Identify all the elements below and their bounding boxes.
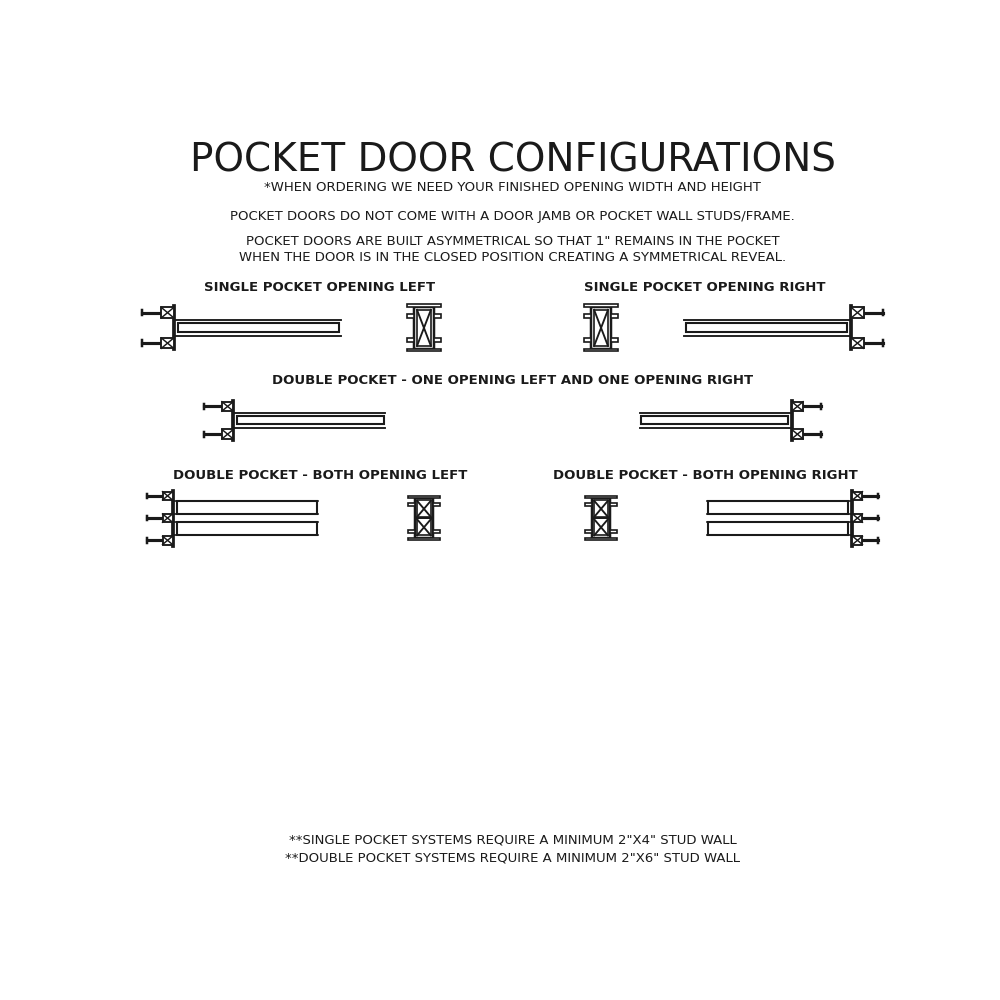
Bar: [161, 307, 174, 318]
Bar: [792, 402, 803, 411]
Bar: [641, 416, 788, 424]
Bar: [222, 429, 233, 439]
Bar: [407, 338, 414, 342]
Bar: [686, 323, 847, 332]
Bar: [408, 530, 415, 533]
Bar: [708, 522, 848, 535]
Text: **SINGLE POCKET SYSTEMS REQUIRE A MINIMUM 2"X4" STUD WALL: **SINGLE POCKET SYSTEMS REQUIRE A MINIMU…: [289, 833, 736, 846]
Bar: [708, 501, 848, 514]
Bar: [237, 416, 384, 424]
Bar: [408, 503, 415, 506]
Bar: [407, 304, 441, 307]
Text: POCKET DOOR CONFIGURATIONS: POCKET DOOR CONFIGURATIONS: [190, 141, 835, 179]
Bar: [434, 338, 441, 342]
Bar: [610, 503, 617, 506]
Bar: [591, 307, 611, 349]
Text: **DOUBLE POCKET SYSTEMS REQUIRE A MINIMUM 2"X6" STUD WALL: **DOUBLE POCKET SYSTEMS REQUIRE A MINIMU…: [285, 851, 740, 864]
Bar: [417, 310, 431, 346]
Bar: [851, 338, 864, 348]
Bar: [161, 338, 174, 348]
Bar: [584, 338, 591, 342]
Bar: [611, 338, 618, 342]
Bar: [163, 514, 173, 522]
Bar: [585, 503, 592, 506]
Bar: [163, 492, 173, 500]
Text: POCKET DOORS ARE BUILT ASYMMETRICAL SO THAT 1" REMAINS IN THE POCKET: POCKET DOORS ARE BUILT ASYMMETRICAL SO T…: [246, 235, 779, 248]
Bar: [177, 522, 317, 535]
Bar: [611, 314, 618, 318]
Bar: [177, 501, 317, 514]
Bar: [594, 500, 608, 517]
Bar: [594, 518, 608, 535]
Bar: [178, 323, 339, 332]
Bar: [222, 402, 233, 411]
Bar: [792, 429, 803, 439]
Bar: [852, 536, 862, 545]
Bar: [415, 498, 433, 538]
Bar: [584, 349, 618, 351]
Bar: [417, 500, 431, 517]
Bar: [433, 530, 440, 533]
Text: DOUBLE POCKET - BOTH OPENING RIGHT: DOUBLE POCKET - BOTH OPENING RIGHT: [553, 469, 857, 482]
Bar: [407, 314, 414, 318]
Bar: [433, 503, 440, 506]
Bar: [434, 314, 441, 318]
Bar: [851, 307, 864, 318]
Bar: [585, 530, 592, 533]
Text: WHEN THE DOOR IS IN THE CLOSED POSITION CREATING A SYMMETRICAL REVEAL.: WHEN THE DOOR IS IN THE CLOSED POSITION …: [239, 251, 786, 264]
Bar: [584, 314, 591, 318]
Bar: [414, 307, 434, 349]
Bar: [592, 498, 610, 538]
Bar: [407, 349, 441, 351]
Text: SINGLE POCKET OPENING LEFT: SINGLE POCKET OPENING LEFT: [204, 281, 436, 294]
Bar: [163, 536, 173, 545]
Bar: [610, 530, 617, 533]
Bar: [417, 518, 431, 535]
Bar: [585, 538, 617, 540]
Text: POCKET DOORS DO NOT COME WITH A DOOR JAMB OR POCKET WALL STUDS/FRAME.: POCKET DOORS DO NOT COME WITH A DOOR JAM…: [230, 210, 795, 223]
Bar: [852, 514, 862, 522]
Bar: [594, 310, 608, 346]
Bar: [408, 538, 440, 540]
Text: *WHEN ORDERING WE NEED YOUR FINISHED OPENING WIDTH AND HEIGHT: *WHEN ORDERING WE NEED YOUR FINISHED OPE…: [264, 181, 761, 194]
Text: SINGLE POCKET OPENING RIGHT: SINGLE POCKET OPENING RIGHT: [584, 281, 826, 294]
Bar: [408, 496, 440, 498]
Bar: [585, 496, 617, 498]
Text: DOUBLE POCKET - ONE OPENING LEFT AND ONE OPENING RIGHT: DOUBLE POCKET - ONE OPENING LEFT AND ONE…: [272, 374, 753, 387]
Bar: [852, 492, 862, 500]
Bar: [584, 304, 618, 307]
Text: DOUBLE POCKET - BOTH OPENING LEFT: DOUBLE POCKET - BOTH OPENING LEFT: [173, 469, 467, 482]
